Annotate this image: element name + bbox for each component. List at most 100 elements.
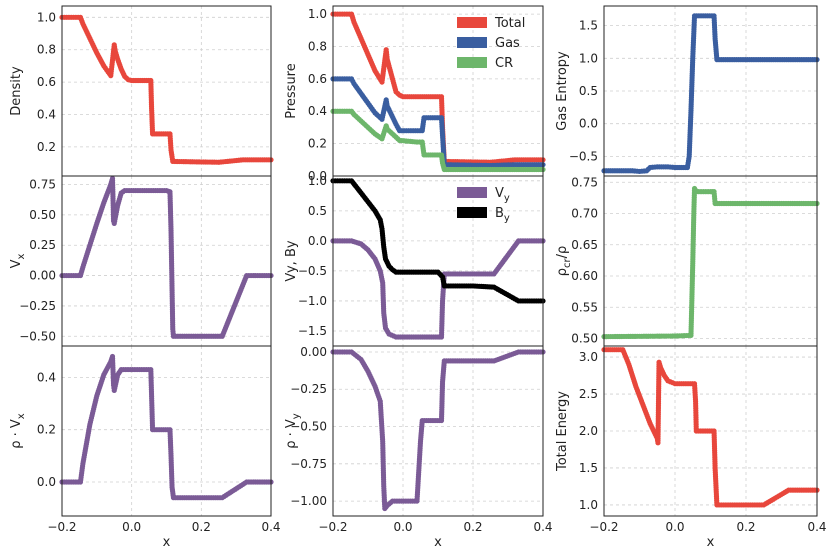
y-tick-label: −0.5 — [569, 149, 598, 163]
series-0-0 — [59, 14, 274, 165]
y-tick-label: 0.60 — [571, 269, 598, 283]
y-tick-label: 0.75 — [571, 175, 598, 189]
y-tick-label: 2.5 — [579, 387, 598, 401]
x-tick-label: 0.0 — [393, 520, 412, 534]
y-tick-label: 1.5 — [579, 461, 598, 475]
y-tick-label: 0.65 — [571, 238, 598, 252]
series-5-0 — [601, 185, 820, 340]
y-tick-label: 0.50 — [29, 208, 56, 222]
x-tick-label: −0.2 — [47, 520, 76, 534]
x-axis-label: x — [707, 535, 715, 548]
y-axis-label: Total Energy — [555, 391, 570, 472]
y-tick-label: −0.75 — [290, 457, 327, 471]
y-tick-label: −0.25 — [19, 299, 56, 313]
y-tick-label: 0.4 — [37, 370, 56, 384]
series-6-0 — [59, 353, 274, 501]
x-tick-label: 0.2 — [192, 520, 211, 534]
y-axis-label: Vx — [9, 254, 27, 269]
y-tick-label: 0.6 — [308, 72, 327, 86]
y-axis-label: Vy, By — [284, 240, 299, 281]
series-3-0 — [59, 175, 274, 339]
y-tick-label: 3.0 — [579, 350, 598, 364]
series-4-1 — [330, 178, 546, 304]
panel-6: 0.0 0.2 0.4 −0.2 0.0 0.2 0.4 x ρ · Vx — [9, 345, 281, 548]
y-tick-label: −0.50 — [19, 329, 56, 343]
legend: Total Gas CR — [457, 16, 525, 71]
y-tick-label: 1.0 — [308, 174, 327, 188]
y-axis-label: Gas Entropy — [555, 51, 570, 131]
y-tick-label: 0.25 — [29, 238, 56, 252]
y-tick-label: 1.5 — [579, 19, 598, 33]
y-tick-label: 0.6 — [37, 75, 56, 89]
y-tick-label: 1.0 — [37, 10, 56, 24]
y-tick-label: 0.8 — [37, 43, 56, 57]
legend-swatch — [457, 207, 487, 218]
panel-8: 1.0 1.5 2.0 2.5 3.0 −0.2 0.0 0.2 0.4 x Total Energ… — [555, 345, 827, 548]
y-tick-label: −0.5 — [298, 264, 327, 278]
y-tick-label: 0.0 — [308, 169, 327, 183]
legend-swatch — [457, 17, 487, 28]
panel-0: 0.2 0.4 0.6 0.8 1.0 Density — [9, 5, 274, 177]
y-tick-label: 0.0 — [37, 475, 56, 489]
legend-swatch — [457, 187, 487, 198]
y-tick-label: 0.50 — [571, 332, 598, 346]
y-tick-label: 0.2 — [37, 140, 56, 154]
y-tick-label: −0.25 — [290, 382, 327, 396]
panel-2: −0.5 0.0 0.5 1.0 1.5 Gas Entropy — [555, 5, 820, 177]
legend-swatch — [457, 37, 487, 48]
y-tick-label: 0.00 — [300, 345, 327, 359]
series-2-0 — [601, 13, 820, 175]
legend-label: Gas — [495, 36, 520, 51]
series-8-0 — [601, 347, 820, 508]
y-tick-label: 0.5 — [308, 204, 327, 218]
x-tick-label: −0.2 — [589, 520, 618, 534]
x-axis-label: x — [163, 535, 171, 548]
legend: Vy By — [457, 186, 510, 224]
axes-frame — [332, 345, 544, 517]
x-tick-label: 0.0 — [122, 520, 141, 534]
panel-3: −0.50 −0.25 0.00 0.25 0.50 0.75 Vx — [9, 175, 274, 347]
legend-label: By — [495, 206, 510, 224]
y-tick-label: 0.75 — [29, 178, 56, 192]
x-tick-label: 0.2 — [463, 520, 482, 534]
axes-frame — [332, 5, 544, 177]
legend-label: CR — [495, 56, 513, 71]
y-tick-label: 2.0 — [579, 424, 598, 438]
axes-frame — [61, 5, 272, 177]
y-axis-label: ρcr/ρ — [555, 246, 573, 277]
legend-label: Total — [494, 16, 525, 31]
x-tick-label: 0.4 — [533, 520, 552, 534]
y-tick-label: 1.0 — [579, 51, 598, 65]
y-tick-label: 0.0 — [579, 117, 598, 131]
legend-swatch — [457, 57, 487, 68]
panel-7: −1.00 −0.75 −0.50 −0.25 0.00 −0.2 0.0 0.2 0.4 x ρ … — [284, 345, 553, 548]
panel-5: 0.50 0.55 0.60 0.65 0.70 0.75 ρcr/ρ — [555, 175, 820, 347]
y-tick-label: 1.0 — [579, 498, 598, 512]
axes-frame — [603, 345, 818, 517]
y-tick-label: −1.00 — [290, 494, 327, 508]
y-tick-label: 1.0 — [308, 7, 327, 21]
y-tick-label: 0.2 — [308, 137, 327, 151]
x-axis-label: x — [434, 535, 442, 548]
y-tick-label: 0.0 — [308, 234, 327, 248]
x-tick-label: 0.0 — [665, 520, 684, 534]
y-axis-label: ρ · Vy — [284, 413, 302, 449]
y-tick-label: 0.00 — [29, 269, 56, 283]
y-tick-label: −1.5 — [298, 324, 327, 338]
x-tick-label: 0.4 — [807, 520, 826, 534]
y-axis-label: Pressure — [284, 63, 299, 119]
legend-label: Vy — [495, 186, 510, 204]
axes-frame — [61, 345, 272, 517]
panel-1: 0.0 0.2 0.4 0.6 0.8 1.0 Pressure Total Gas CR — [284, 5, 546, 183]
y-tick-label: −0.50 — [290, 420, 327, 434]
axes-frame — [61, 175, 272, 347]
y-tick-label: 0.8 — [308, 39, 327, 53]
y-tick-label: 0.2 — [37, 423, 56, 437]
series-4-0 — [330, 238, 546, 340]
series-1-0 — [330, 11, 546, 165]
y-tick-label: 0.70 — [571, 207, 598, 221]
y-tick-label: 0.55 — [571, 300, 598, 314]
y-tick-label: −1.0 — [298, 294, 327, 308]
y-axis-label: ρ · Vx — [9, 413, 27, 449]
